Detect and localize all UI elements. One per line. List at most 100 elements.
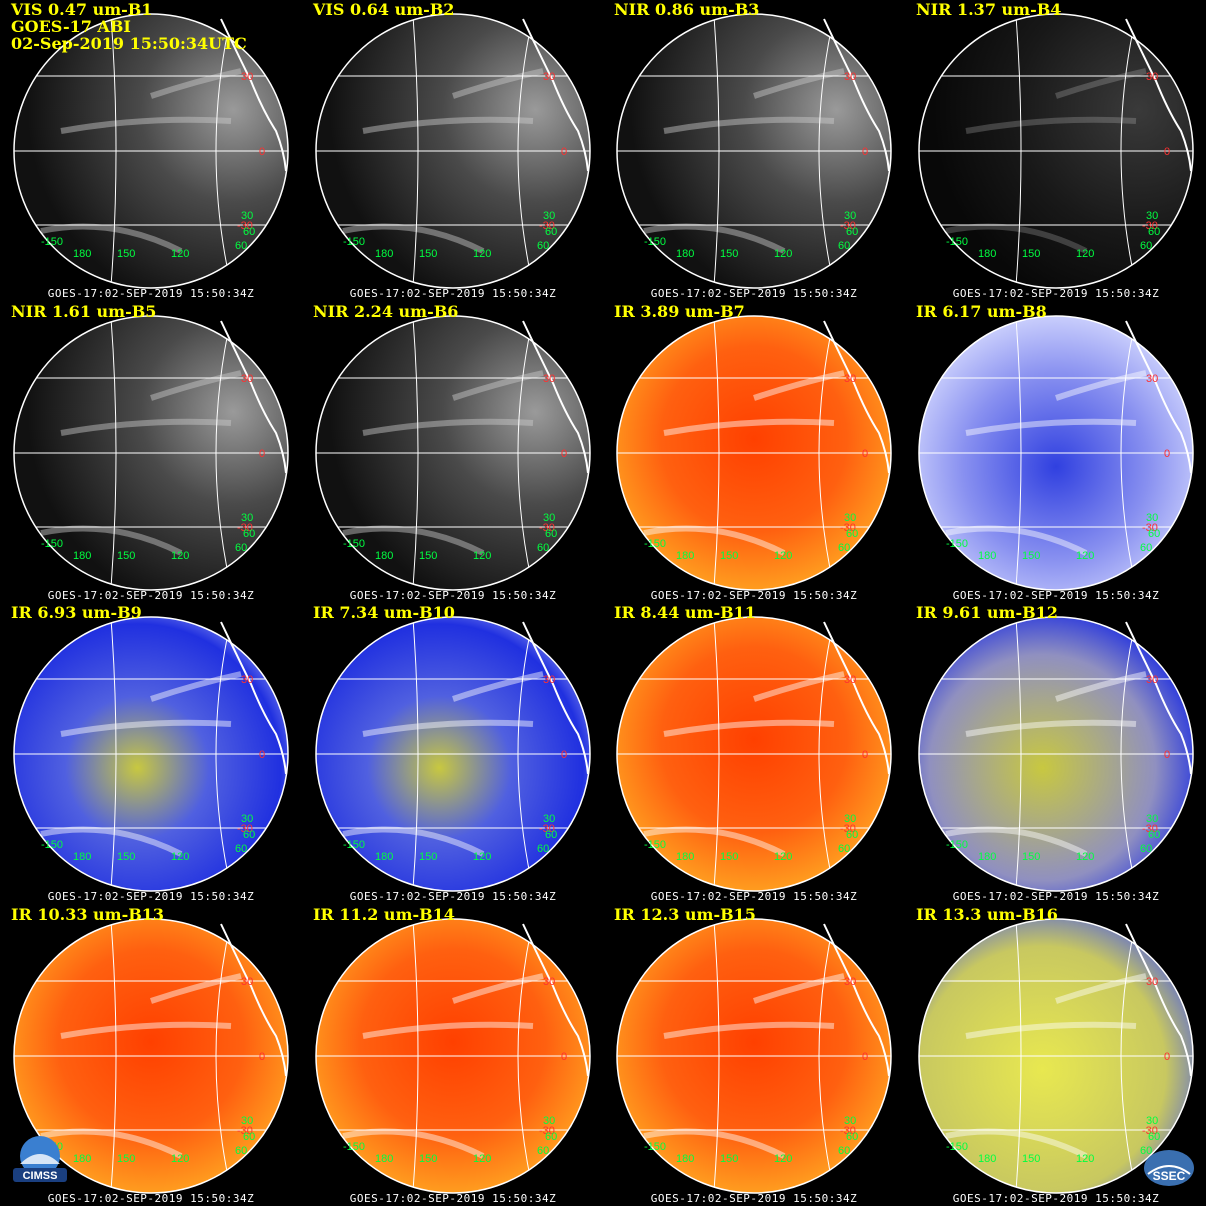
lat-lon-grid bbox=[919, 920, 1193, 1192]
disk-outline bbox=[918, 315, 1194, 591]
longitude-label: 30 bbox=[241, 210, 253, 222]
latitude-label: 0 bbox=[259, 146, 265, 158]
longitude-label: 60 bbox=[846, 226, 858, 238]
longitude-label: 120 bbox=[473, 1153, 491, 1165]
disk-outline bbox=[918, 918, 1194, 1194]
latitude-label: 0 bbox=[259, 749, 265, 761]
latitude-label: 30 bbox=[241, 976, 253, 988]
lat-lon-grid bbox=[14, 618, 288, 890]
longitude-label: 60 bbox=[545, 226, 557, 238]
ssec-logo: SSEC bbox=[1142, 1148, 1196, 1192]
longitude-label: -150 bbox=[644, 236, 666, 248]
disk-outline bbox=[315, 315, 591, 591]
longitude-label: 60 bbox=[235, 1145, 247, 1157]
longitude-label: 60 bbox=[846, 1131, 858, 1143]
longitude-label: 150 bbox=[1022, 1153, 1040, 1165]
longitude-label: 30 bbox=[844, 1115, 856, 1127]
band-panel: 30 0 -30 -150 180 150 120 60 30 60 IR 12.3 um-B15 G… bbox=[604, 906, 904, 1206]
coastline bbox=[823, 320, 890, 474]
timestamp-footer: GOES-17:02-SEP-2019 15:50:34Z bbox=[650, 890, 858, 903]
longitude-label: 150 bbox=[419, 851, 437, 863]
band-title: IR 6.93 um-B9 bbox=[11, 604, 142, 622]
latitude-label: 0 bbox=[862, 749, 868, 761]
timestamp-footer: GOES-17:02-SEP-2019 15:50:34Z bbox=[47, 589, 255, 602]
longitude-label: 30 bbox=[1146, 1115, 1158, 1127]
longitude-label: 180 bbox=[676, 1153, 694, 1165]
disk-outline bbox=[616, 616, 892, 892]
band-title: NIR 2.24 um-B6 bbox=[313, 303, 459, 321]
longitude-label: -150 bbox=[343, 1141, 365, 1153]
longitude-label: 180 bbox=[73, 248, 91, 260]
lat-lon-grid bbox=[617, 618, 891, 890]
longitude-label: 60 bbox=[838, 843, 850, 855]
timestamp-footer: GOES-17:02-SEP-2019 15:50:34Z bbox=[952, 1192, 1160, 1205]
cimss-logo-text: CIMSS bbox=[23, 1170, 58, 1182]
latitude-label: -30 bbox=[1142, 220, 1158, 232]
longitude-label: 60 bbox=[235, 843, 247, 855]
longitude-label: -150 bbox=[946, 538, 968, 550]
longitude-label: 30 bbox=[241, 813, 253, 825]
coastline bbox=[1125, 18, 1192, 172]
coastline bbox=[220, 320, 287, 474]
coastline bbox=[220, 923, 287, 1077]
latitude-label: 0 bbox=[1164, 1051, 1170, 1063]
longitude-label: -150 bbox=[343, 236, 365, 248]
band-title: VIS 0.64 um-B2 bbox=[313, 1, 455, 19]
longitude-label: 120 bbox=[774, 248, 792, 260]
coastline bbox=[522, 18, 589, 172]
coastline bbox=[823, 621, 890, 775]
latitude-label: -30 bbox=[237, 220, 253, 232]
earth-disk-image: 30 0 -30 -150 180 150 120 60 30 60 bbox=[315, 13, 591, 289]
latitude-label: 0 bbox=[1164, 749, 1170, 761]
longitude-label: 60 bbox=[243, 226, 255, 238]
longitude-label: -150 bbox=[41, 538, 63, 550]
longitude-label: 120 bbox=[774, 1153, 792, 1165]
longitude-label: 180 bbox=[978, 1153, 996, 1165]
datetime-label: 02-Sep-2019 15:50:34UTC bbox=[11, 34, 247, 53]
longitude-label: 60 bbox=[838, 542, 850, 554]
longitude-label: 60 bbox=[537, 843, 549, 855]
band-panel: 30 0 -30 -150 180 150 120 60 30 60 IR 3.89 um-B7 GO… bbox=[604, 303, 904, 603]
latitude-label: 30 bbox=[1146, 373, 1158, 385]
band-panel: 30 0 -30 -150 180 150 120 60 30 60 IR 7.34 um-B10 G… bbox=[303, 604, 603, 904]
longitude-label: 30 bbox=[543, 1115, 555, 1127]
timestamp-footer: GOES-17:02-SEP-2019 15:50:34Z bbox=[47, 1192, 255, 1205]
longitude-label: 30 bbox=[543, 512, 555, 524]
disk-outline bbox=[918, 13, 1194, 289]
coastline bbox=[1125, 621, 1192, 775]
band-panel: 30 0 -30 -150 180 150 120 60 30 60 NIR 1.37 um-B4 G… bbox=[906, 1, 1206, 301]
earth-disk-image: 30 0 -30 -150 180 150 120 60 30 60 bbox=[918, 315, 1194, 591]
coastline bbox=[823, 923, 890, 1077]
band-title: IR 10.33 um-B13 bbox=[11, 906, 165, 924]
coastline bbox=[1125, 923, 1192, 1077]
longitude-label: 180 bbox=[73, 1153, 91, 1165]
longitude-label: 120 bbox=[774, 851, 792, 863]
longitude-label: 30 bbox=[241, 512, 253, 524]
longitude-label: 150 bbox=[419, 1153, 437, 1165]
timestamp-footer: GOES-17:02-SEP-2019 15:50:34Z bbox=[349, 1192, 557, 1205]
band-title: VIS 0.47 um-B1 bbox=[11, 1, 153, 19]
band-title: IR 8.44 um-B11 bbox=[614, 604, 756, 622]
longitude-label: -150 bbox=[644, 538, 666, 550]
longitude-label: 60 bbox=[235, 542, 247, 554]
latitude-label: 0 bbox=[561, 448, 567, 460]
timestamp-footer: GOES-17:02-SEP-2019 15:50:34Z bbox=[952, 287, 1160, 300]
latitude-label: -30 bbox=[237, 522, 253, 534]
longitude-label: 180 bbox=[375, 851, 393, 863]
coastline bbox=[522, 320, 589, 474]
longitude-label: 60 bbox=[1148, 226, 1160, 238]
timestamp-footer: GOES-17:02-SEP-2019 15:50:34Z bbox=[47, 890, 255, 903]
disk-outline bbox=[616, 918, 892, 1194]
longitude-label: -150 bbox=[946, 236, 968, 248]
latitude-label: 30 bbox=[543, 976, 555, 988]
lat-lon-grid bbox=[919, 15, 1193, 287]
latitude-label: 0 bbox=[1164, 448, 1170, 460]
latitude-label: -30 bbox=[237, 823, 253, 835]
longitude-label: 60 bbox=[537, 1145, 549, 1157]
disk-outline bbox=[13, 918, 289, 1194]
longitude-label: 60 bbox=[545, 528, 557, 540]
latitude-label: 30 bbox=[1146, 976, 1158, 988]
longitude-label: 60 bbox=[235, 240, 247, 252]
latitude-label: -30 bbox=[539, 823, 555, 835]
